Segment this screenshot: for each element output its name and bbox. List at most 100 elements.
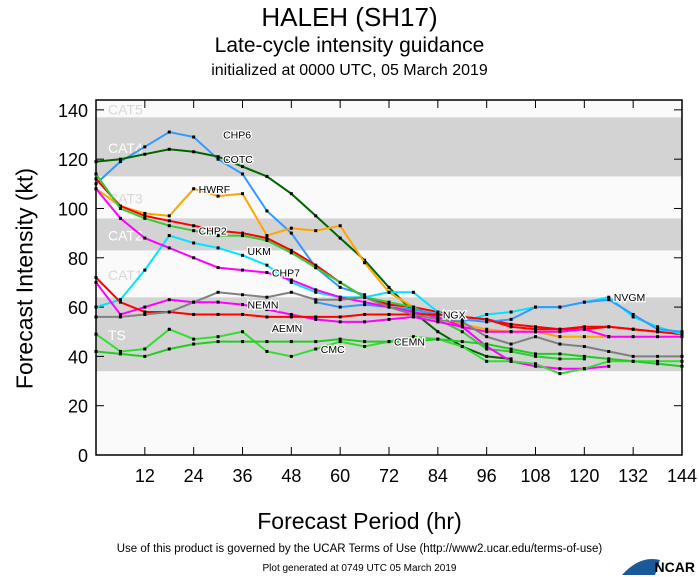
data-point	[387, 300, 391, 304]
data-point	[631, 315, 635, 319]
data-point	[631, 312, 635, 316]
data-point	[216, 229, 220, 233]
data-point	[387, 305, 391, 309]
data-point	[118, 352, 122, 356]
data-point	[387, 317, 391, 321]
data-point	[94, 315, 98, 319]
data-point	[485, 330, 489, 334]
data-point	[680, 364, 684, 368]
data-point	[460, 315, 464, 319]
data-point	[582, 327, 586, 331]
data-point	[509, 359, 513, 363]
data-point	[241, 172, 244, 176]
data-point	[582, 300, 586, 304]
data-point	[411, 312, 415, 316]
series-ukm	[94, 290, 684, 358]
band-label: TS	[108, 327, 126, 343]
ncar-logo-mark	[622, 559, 660, 575]
data-point	[363, 312, 367, 316]
series-label: NVGM	[614, 292, 646, 304]
data-point	[289, 226, 293, 230]
data-point	[192, 150, 196, 154]
data-point	[607, 295, 611, 299]
data-point	[411, 290, 415, 294]
data-point	[167, 214, 171, 218]
data-point	[534, 362, 537, 366]
data-point	[363, 261, 367, 265]
data-point	[314, 266, 318, 270]
data-point	[241, 253, 244, 257]
data-point	[509, 342, 513, 346]
data-point	[314, 298, 318, 302]
data-point	[289, 248, 293, 252]
data-point	[363, 303, 367, 307]
data-point	[338, 295, 342, 299]
data-point	[607, 298, 611, 302]
y-tick-label: 140	[58, 101, 88, 121]
data-point	[338, 315, 342, 319]
data-point	[509, 349, 513, 353]
data-point	[509, 317, 513, 321]
series-label: NEMN	[248, 300, 279, 312]
data-point	[631, 354, 635, 358]
data-point	[167, 219, 171, 223]
data-point	[387, 340, 391, 344]
series-label: HWRF	[199, 184, 231, 196]
data-point	[558, 335, 562, 339]
data-point	[485, 327, 489, 331]
data-point	[241, 268, 244, 272]
data-point	[241, 192, 244, 196]
data-point	[143, 236, 147, 240]
data-point	[631, 359, 635, 363]
series-line	[95, 188, 609, 370]
data-point	[485, 354, 489, 358]
data-point	[167, 347, 171, 351]
data-point	[94, 187, 98, 191]
data-point	[582, 325, 586, 329]
data-point	[216, 312, 220, 316]
data-point	[118, 312, 122, 316]
data-point	[338, 340, 342, 344]
data-point	[289, 290, 293, 294]
data-point	[534, 327, 537, 331]
data-point	[94, 172, 98, 176]
data-point	[167, 246, 171, 250]
data-point	[558, 327, 562, 331]
y-tick-label: 60	[68, 298, 88, 318]
data-point	[94, 177, 98, 181]
data-point	[143, 347, 147, 351]
data-point	[192, 224, 196, 228]
data-point	[582, 367, 586, 371]
data-point	[289, 278, 293, 282]
data-point	[265, 234, 269, 238]
data-point	[216, 155, 220, 159]
data-point	[436, 320, 440, 324]
data-point	[216, 194, 220, 198]
data-point	[118, 315, 122, 319]
data-point	[192, 135, 196, 139]
data-point	[216, 335, 220, 339]
series-aemn	[94, 276, 660, 334]
data-point	[265, 315, 269, 319]
chart-title: HALEH (SH17)	[261, 2, 438, 32]
data-point	[485, 347, 489, 351]
data-point	[143, 310, 147, 314]
data-point	[582, 335, 586, 339]
data-point	[582, 345, 586, 349]
x-tick-label: 12	[135, 466, 155, 486]
data-point	[118, 300, 122, 304]
series-line	[95, 148, 512, 360]
data-point	[118, 206, 122, 210]
data-point	[314, 214, 318, 218]
data-point	[436, 330, 440, 334]
data-point	[558, 372, 562, 376]
y-tick-label: 80	[68, 249, 88, 269]
data-point	[485, 312, 489, 316]
data-point	[460, 322, 464, 326]
data-point	[607, 357, 611, 361]
band-cat4	[96, 117, 682, 177]
data-point	[241, 234, 244, 238]
data-point	[118, 204, 122, 208]
data-point	[485, 345, 489, 349]
series-label: COTC	[223, 154, 253, 166]
